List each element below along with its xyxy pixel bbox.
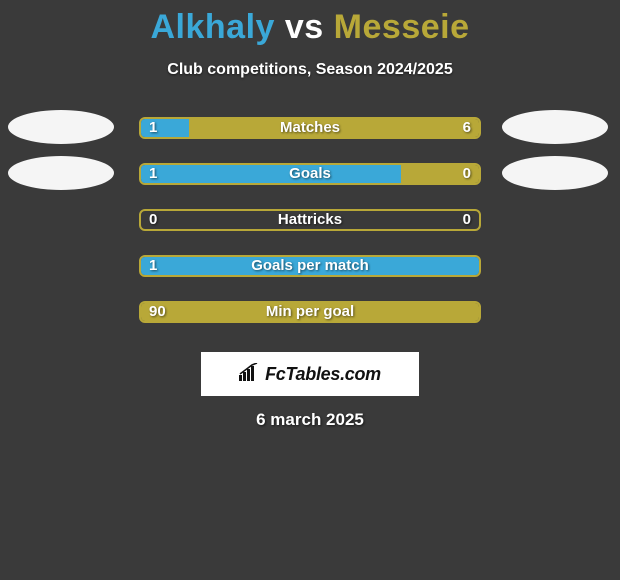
stat-bar-track	[139, 117, 481, 139]
stat-row: Min per goal90	[0, 293, 620, 339]
bars-icon	[239, 363, 261, 386]
stat-value-right: 6	[463, 117, 471, 139]
stat-value-left: 1	[149, 255, 157, 277]
player2-avatar	[502, 156, 608, 190]
stats-container: Matches16Goals10Hattricks00Goals per mat…	[0, 109, 620, 339]
stat-bar-track	[139, 209, 481, 231]
stat-bar-track	[139, 301, 481, 323]
comparison-title: Alkhaly vs Messeie	[0, 0, 620, 47]
stat-value-left: 0	[149, 209, 157, 231]
bar-fill-full	[141, 303, 479, 321]
stat-row: Matches16	[0, 109, 620, 155]
stat-value-left: 1	[149, 163, 157, 185]
date-text: 6 march 2025	[0, 410, 620, 430]
logo-text: FcTables.com	[265, 364, 381, 385]
stat-bar-track	[139, 255, 481, 277]
bar-fill-left	[141, 165, 401, 183]
stat-value-right: 0	[463, 163, 471, 185]
subtitle: Club competitions, Season 2024/2025	[0, 61, 620, 79]
logo-box: FcTables.com	[201, 352, 419, 396]
bar-fill-right	[189, 119, 479, 137]
stat-row: Goals per match1	[0, 247, 620, 293]
stat-bar-track	[139, 163, 481, 185]
stat-row: Goals10	[0, 155, 620, 201]
stat-row: Hattricks00	[0, 201, 620, 247]
stat-value-right: 0	[463, 209, 471, 231]
player1-avatar	[8, 110, 114, 144]
player1-name: Alkhaly	[150, 8, 274, 46]
stat-value-left: 90	[149, 301, 166, 323]
player1-avatar	[8, 156, 114, 190]
player2-name: Messeie	[334, 8, 470, 46]
bar-fill-full	[141, 257, 479, 275]
stat-value-left: 1	[149, 117, 157, 139]
player2-avatar	[502, 110, 608, 144]
vs-text: vs	[285, 8, 324, 46]
